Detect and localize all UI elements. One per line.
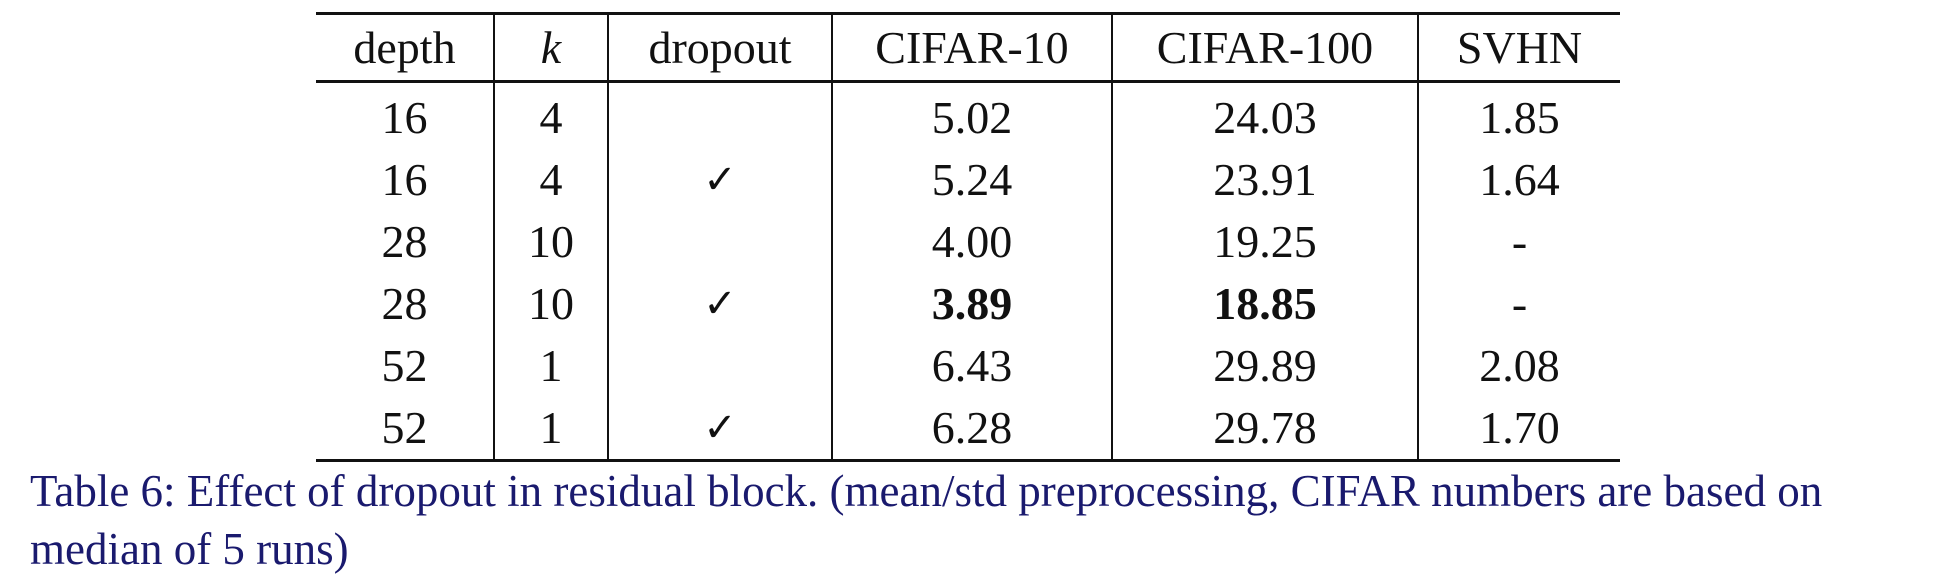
cell-dropout xyxy=(608,335,833,397)
header-svhn: SVHN xyxy=(1456,21,1583,73)
cell-svhn: 1.64 xyxy=(1479,154,1560,205)
table-row: 28 10 4.00 19.25 - xyxy=(316,211,1620,273)
cell-k: 4 xyxy=(494,149,609,211)
cell-cifar10: 6.43 xyxy=(832,335,1113,397)
table-row: 16 4 5.02 24.03 1.85 xyxy=(316,81,1620,149)
cell-dropout-check-icon: ✓ xyxy=(608,149,833,211)
cell-svhn: 2.08 xyxy=(1479,340,1560,391)
cell-depth: 28 xyxy=(316,273,495,335)
table-row: 52 1 ✓ 6.28 29.78 1.70 xyxy=(316,397,1620,461)
header-depth: depth xyxy=(316,13,495,82)
cell-dropout xyxy=(608,211,833,273)
cell-svhn: 1.70 xyxy=(1479,402,1560,453)
cell-cifar10-best: 3.89 xyxy=(832,273,1113,335)
cell-svhn: 1.85 xyxy=(1479,92,1560,143)
cell-k: 10 xyxy=(494,273,609,335)
cell-depth: 16 xyxy=(316,81,495,149)
cell-cifar10: 4.00 xyxy=(832,211,1113,273)
cell-k: 1 xyxy=(494,397,609,461)
results-table-container: depth k dropout CIFAR-10 CIFAR-100 SVHN … xyxy=(316,12,1620,462)
cell-dropout xyxy=(608,81,833,149)
cell-dropout-check-icon: ✓ xyxy=(608,273,833,335)
cell-depth: 52 xyxy=(316,335,495,397)
cell-k: 1 xyxy=(494,335,609,397)
cell-cifar100: 24.03 xyxy=(1112,81,1419,149)
header-cifar100: CIFAR-100 xyxy=(1112,13,1419,82)
cell-cifar100: 23.91 xyxy=(1112,149,1419,211)
cell-cifar100: 29.78 xyxy=(1112,397,1419,461)
header-cifar10: CIFAR-10 xyxy=(832,13,1113,82)
header-dropout: dropout xyxy=(608,13,833,82)
cell-cifar10: 5.02 xyxy=(832,81,1113,149)
cell-svhn: - xyxy=(1511,216,1528,267)
table-row: 28 10 ✓ 3.89 18.85 - xyxy=(316,273,1620,335)
table-row: 16 4 ✓ 5.24 23.91 1.64 xyxy=(316,149,1620,211)
table-row: 52 1 6.43 29.89 2.08 xyxy=(316,335,1620,397)
table-header: depth k dropout CIFAR-10 CIFAR-100 SVHN xyxy=(316,13,1620,82)
cell-depth: 52 xyxy=(316,397,495,461)
cell-cifar100: 19.25 xyxy=(1112,211,1419,273)
cell-cifar100-best: 18.85 xyxy=(1112,273,1419,335)
header-k: k xyxy=(494,13,609,82)
cell-k: 10 xyxy=(494,211,609,273)
table-caption: Table 6: Effect of dropout in residual b… xyxy=(30,466,1823,574)
cell-depth: 16 xyxy=(316,149,495,211)
results-table: depth k dropout CIFAR-10 CIFAR-100 SVHN … xyxy=(316,12,1620,462)
header-row: depth k dropout CIFAR-10 CIFAR-100 SVHN xyxy=(316,13,1620,82)
cell-cifar100: 29.89 xyxy=(1112,335,1419,397)
cell-depth: 28 xyxy=(316,211,495,273)
table-body: 16 4 5.02 24.03 1.85 16 4 ✓ 5.24 23.91 1… xyxy=(316,81,1620,461)
cell-k: 4 xyxy=(494,81,609,149)
cell-cifar10: 6.28 xyxy=(832,397,1113,461)
cell-svhn: - xyxy=(1511,278,1528,329)
cell-dropout-check-icon: ✓ xyxy=(608,397,833,461)
cell-cifar10: 5.24 xyxy=(832,149,1113,211)
